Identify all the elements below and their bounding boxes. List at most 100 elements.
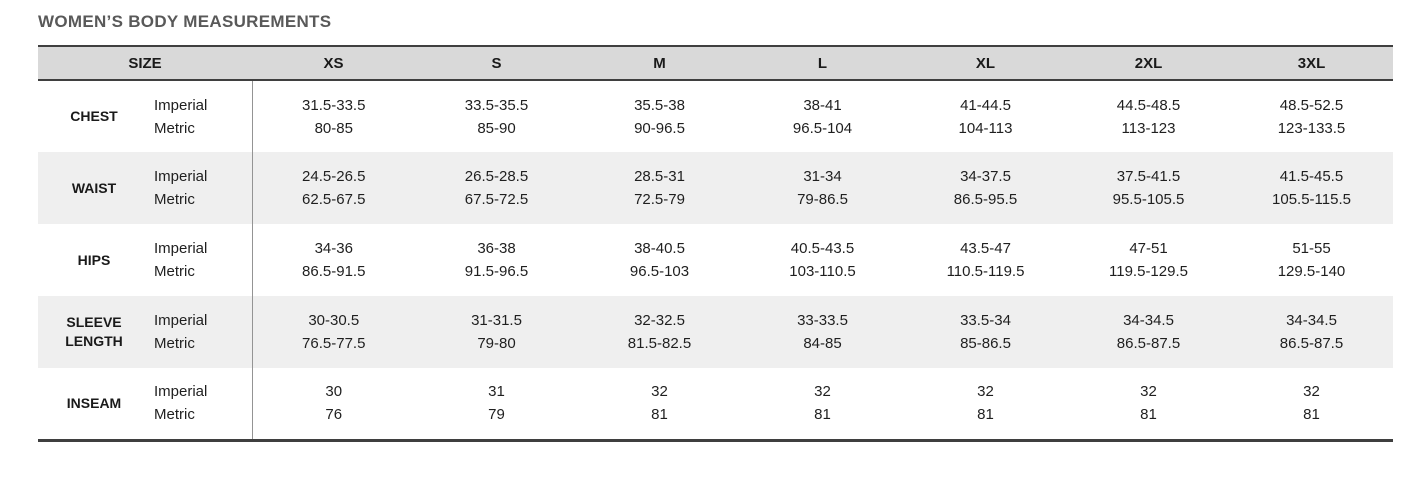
metric-value: 113-123 — [1121, 119, 1176, 137]
value-cell: 37.5-41.5 95.5-105.5 — [1067, 152, 1230, 224]
size-column-header: XS — [252, 45, 415, 81]
measurement-row: HIPS Imperial Metric 34-36 86.5-91.5 36-38 91.… — [38, 224, 1393, 296]
unit-label: Imperial — [154, 240, 208, 257]
measurement-row: SLEEVE LENGTH Imperial Metric 30-30.5 76.5-7… — [38, 296, 1393, 368]
imperial-value: 33.5-34 — [960, 312, 1011, 329]
value-cell: 38-40.5 96.5-103 — [578, 224, 741, 296]
value-cell: 43.5-47 110.5-119.5 — [904, 224, 1067, 296]
metric-value: 76 — [325, 406, 343, 424]
measurement-label: SLEEVE LENGTH — [65, 314, 123, 349]
metric-value: 67.5-72.5 — [464, 191, 529, 208]
unit-cell: Imperial Metric — [150, 296, 253, 368]
imperial-value: 37.5-41.5 — [1116, 168, 1181, 185]
imperial-value: 43.5-47 — [960, 240, 1011, 257]
metric-value: 129.5-140 — [1277, 263, 1346, 280]
metric-value: 110.5-119.5 — [946, 263, 1025, 280]
value-cell: 31-34 79-86.5 — [741, 152, 904, 224]
measurement-row: CHEST Imperial Metric 31.5-33.5 80-85 33.5-35… — [38, 80, 1393, 152]
metric-value: 79 — [488, 406, 505, 424]
metric-value: 62.5-67.5 — [302, 191, 366, 208]
unit-cell: Imperial Metric — [150, 224, 253, 296]
measurement-row: WAIST Imperial Metric 24.5-26.5 62.5-67.5 26.… — [38, 152, 1393, 224]
imperial-value: 48.5-52.5 — [1279, 96, 1344, 114]
unit-cell: Imperial Metric — [150, 152, 253, 224]
metric-value: 81 — [1303, 406, 1320, 424]
metric-value: 86.5-91.5 — [302, 263, 366, 280]
metric-value: 105.5-115.5 — [1272, 191, 1351, 208]
imperial-value: 32 — [1303, 383, 1320, 401]
metric-value: 103-110.5 — [789, 263, 856, 280]
value-cell: 34-37.5 86.5-95.5 — [904, 152, 1067, 224]
measurement-label: WAIST — [71, 179, 117, 196]
value-cell: 51-55 129.5-140 — [1230, 224, 1393, 296]
value-cell: 32 81 — [1230, 368, 1393, 440]
metric-value: 72.5-79 — [634, 191, 685, 208]
metric-value: 96.5-103 — [629, 263, 690, 280]
value-cell: 35.5-38 90-96.5 — [578, 80, 741, 152]
size-column-header: M — [578, 45, 741, 81]
value-cell: 33-33.5 84-85 — [741, 296, 904, 368]
imperial-value: 32 — [1140, 383, 1157, 401]
size-column-header: 3XL — [1230, 45, 1393, 81]
metric-value: 79-80 — [477, 335, 516, 352]
metric-value: 80-85 — [314, 119, 353, 137]
metric-value: 81 — [651, 406, 668, 424]
metric-value: 91.5-96.5 — [464, 263, 529, 280]
unit-label: Metric — [154, 335, 195, 352]
imperial-value: 28.5-31 — [634, 168, 685, 185]
imperial-value: 32 — [977, 383, 994, 401]
metric-value: 81 — [977, 406, 994, 424]
value-cell: 28.5-31 72.5-79 — [578, 152, 741, 224]
imperial-value: 31-31.5 — [471, 312, 522, 329]
imperial-value: 32 — [814, 383, 831, 401]
unit-label: Imperial — [154, 312, 208, 329]
imperial-value: 32 — [651, 383, 668, 401]
imperial-value: 31-34 — [803, 168, 842, 185]
table-body: CHEST Imperial Metric 31.5-33.5 80-85 33.5-35… — [38, 80, 1393, 440]
value-cell: 31-31.5 79-80 — [415, 296, 578, 368]
unit-label: Imperial — [154, 96, 208, 114]
metric-value: 86.5-87.5 — [1116, 335, 1181, 352]
value-cell: 30 76 — [252, 368, 415, 440]
imperial-value: 35.5-38 — [634, 96, 685, 114]
size-header-cell: SIZE — [38, 45, 252, 81]
metric-value: 85-86.5 — [960, 335, 1011, 352]
imperial-value: 47-51 — [1129, 240, 1168, 257]
measurement-label: HIPS — [77, 251, 111, 268]
unit-label: Imperial — [154, 383, 208, 401]
metric-value: 90-96.5 — [634, 119, 685, 137]
imperial-value: 31.5-33.5 — [302, 96, 366, 114]
imperial-value: 51-55 — [1292, 240, 1331, 257]
metric-value: 81 — [1140, 406, 1157, 424]
imperial-value: 41-44.5 — [960, 96, 1011, 114]
metric-value: 104-113 — [958, 119, 1013, 137]
value-cell: 34-34.5 86.5-87.5 — [1067, 296, 1230, 368]
measurement-row: INSEAM Imperial Metric 30 76 31 79 32 81 32 81 32 81… — [38, 368, 1393, 440]
imperial-value: 36-38 — [477, 240, 516, 257]
metric-value: 119.5-129.5 — [1109, 263, 1188, 280]
metric-value: 81 — [814, 406, 831, 424]
metric-value: 123-133.5 — [1277, 119, 1346, 137]
imperial-value: 26.5-28.5 — [464, 168, 529, 185]
value-cell: 32-32.5 81.5-82.5 — [578, 296, 741, 368]
unit-label: Imperial — [154, 168, 208, 185]
header-row: SIZE XS S M L XL 2XL 3XL — [38, 45, 1393, 81]
unit-label: Metric — [154, 191, 195, 208]
imperial-value: 32-32.5 — [634, 312, 685, 329]
value-cell: 34-36 86.5-91.5 — [252, 224, 415, 296]
value-cell: 26.5-28.5 67.5-72.5 — [415, 152, 578, 224]
unit-label: Metric — [154, 406, 195, 424]
value-cell: 32 81 — [578, 368, 741, 440]
imperial-value: 30-30.5 — [308, 312, 360, 329]
imperial-value: 38-41 — [803, 96, 842, 114]
value-cell: 24.5-26.5 62.5-67.5 — [252, 152, 415, 224]
unit-cell: Imperial Metric — [150, 80, 253, 152]
value-cell: 32 81 — [741, 368, 904, 440]
imperial-value: 31 — [488, 383, 505, 401]
unit-label: Metric — [154, 263, 195, 280]
value-cell: 36-38 91.5-96.5 — [415, 224, 578, 296]
page-title: WOMEN’S BODY MEASUREMENTS — [38, 12, 332, 31]
value-cell: 47-51 119.5-129.5 — [1067, 224, 1230, 296]
value-cell: 34-34.5 86.5-87.5 — [1230, 296, 1393, 368]
size-column-header: S — [415, 45, 578, 81]
